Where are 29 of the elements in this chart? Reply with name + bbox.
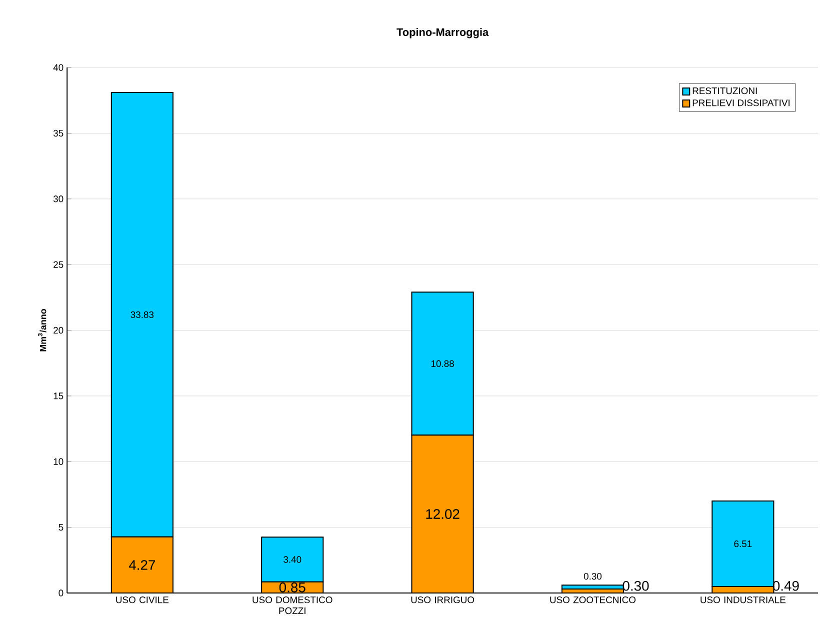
y-tick-label: 25 xyxy=(54,261,64,268)
x-tick-label: USO IRRIGUO xyxy=(411,596,474,604)
x-tick-label: USO DOMESTICO POZZI xyxy=(252,596,332,614)
x-tick-label: USO ZOOTECNICO xyxy=(550,596,636,604)
data-label: 6.51 xyxy=(734,540,752,548)
y-tick-label: 20 xyxy=(54,327,64,334)
y-tick-label: 30 xyxy=(53,196,64,202)
y-tick-label: 5 xyxy=(58,524,64,531)
y-tick-label: 10 xyxy=(54,458,64,466)
x-tick-label: USO INDUSTRIALE xyxy=(700,596,786,604)
data-label: 0.30 xyxy=(584,573,602,580)
y-axis-title: Mm$^{3}$/anno xyxy=(38,309,46,352)
bar xyxy=(111,537,173,594)
data-label: 10.88 xyxy=(431,360,454,368)
data-label: 33.83 xyxy=(130,312,154,318)
y-tick-label: 35 xyxy=(53,130,64,137)
data-label: 12.02 xyxy=(426,509,460,520)
y-tick-label: 0 xyxy=(58,590,64,596)
x-tick-label: USO CIVILE xyxy=(116,596,169,604)
legend-label: PRELIEVI DISSIPATIVI xyxy=(692,100,790,106)
data-label: 4.27 xyxy=(128,560,156,570)
legend-label: RESTITUZIONI xyxy=(692,88,757,94)
data-label: 0.85 xyxy=(279,582,306,592)
bar xyxy=(412,435,474,594)
chart-title: Topino-Marroggia xyxy=(396,28,489,38)
y-tick-label: 15 xyxy=(54,392,64,400)
bar xyxy=(261,536,324,582)
data-label: 3.40 xyxy=(284,556,302,563)
y-tick-label: 40 xyxy=(53,64,64,72)
